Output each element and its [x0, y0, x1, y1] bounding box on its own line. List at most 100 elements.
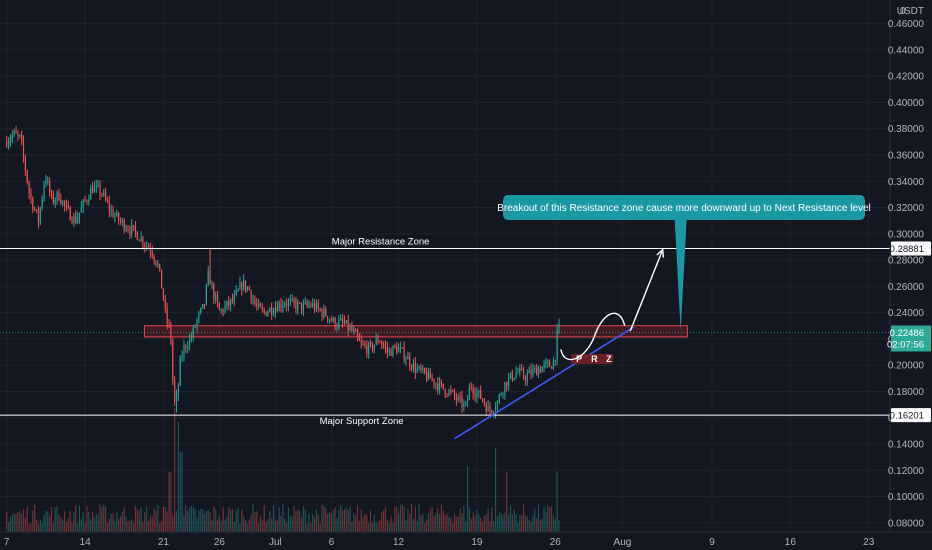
price-tick-label: 0.18000: [888, 387, 925, 398]
price-tick-label: 0.40000: [888, 98, 925, 109]
candle-body: [386, 347, 388, 352]
volume-bar: [369, 510, 372, 532]
prz-box[interactable]: [571, 354, 614, 365]
candle-body: [77, 217, 79, 224]
candle-body: [396, 346, 398, 353]
price-axis[interactable]: 0.46000 0.44000 0.42000 0.40000 0.38000 0.360…: [887, 0, 932, 550]
volume-bar: [541, 518, 543, 532]
volume-bar: [19, 511, 21, 532]
volume-bar: [155, 510, 157, 532]
candle-body: [22, 141, 25, 157]
volume-bar: [254, 512, 256, 532]
candle-body: [105, 192, 107, 200]
volume-bar: [334, 507, 336, 532]
support-price-tag[interactable]: 0.16201: [890, 408, 931, 423]
resistance-zone[interactable]: [143, 325, 688, 338]
candle-body: [541, 367, 543, 373]
candle-body: [375, 338, 377, 345]
candle-body: [110, 209, 112, 211]
candle-body: [545, 361, 547, 364]
volume-bar: [26, 506, 28, 532]
volume-bar: [69, 510, 71, 532]
candle-body: [114, 215, 116, 218]
volume-bar: [65, 522, 68, 532]
volume-bar: [101, 507, 103, 532]
candle-body: [235, 290, 237, 296]
candle-body: [75, 216, 77, 224]
volume-bar: [425, 519, 428, 532]
candle-body: [511, 372, 513, 380]
candle-body: [286, 304, 288, 306]
trendline[interactable]: [454, 326, 635, 440]
candle-body: [534, 367, 536, 370]
price-tick-label: 0.42000: [888, 72, 925, 83]
candle-body: [65, 205, 68, 207]
horizontal-levels[interactable]: Major Resistance Zone Major Support Zone: [0, 237, 890, 428]
time-tick-label: Aug: [614, 537, 632, 548]
resistance-zone-box[interactable]: [143, 325, 688, 338]
candle-body: [198, 312, 200, 320]
time-tick-label: 14: [80, 537, 92, 548]
projection-arrow[interactable]: [629, 249, 664, 332]
volume-bar: [411, 504, 413, 532]
callout-box[interactable]: [503, 195, 865, 220]
volume-bar: [530, 521, 532, 532]
volume-bar: [34, 504, 36, 532]
volume-bar: [511, 514, 513, 532]
callout-pointer: [674, 219, 687, 332]
volume-bar: [470, 518, 472, 532]
volume-bar: [466, 466, 469, 532]
volume-bar: [215, 509, 217, 532]
candle-body: [418, 366, 420, 369]
candle-body: [498, 394, 500, 402]
arrow-head: [656, 248, 665, 258]
volume-bar: [468, 507, 471, 532]
candle-body: [526, 373, 528, 381]
volume-bar: [9, 516, 12, 532]
candle-body: [224, 305, 226, 313]
candle-body: [69, 207, 71, 221]
candle-body: [319, 308, 321, 311]
prz-letter: R: [591, 354, 598, 364]
volume-bar: [127, 521, 129, 532]
candle-body: [103, 192, 105, 195]
candle-body: [84, 200, 86, 202]
candle-body: [394, 345, 396, 347]
candle-body: [338, 320, 340, 327]
candle-body: [39, 207, 41, 223]
candle-body: [399, 347, 401, 349]
volume-bar: [534, 508, 536, 532]
volume-bar: [319, 523, 321, 532]
volume-bar: [80, 519, 82, 532]
candle-body: [383, 344, 385, 346]
volume-bar: [123, 507, 125, 532]
resistance-price-tag-bg: [891, 241, 931, 256]
volume-bar: [118, 519, 120, 532]
candle-body: [144, 245, 146, 247]
volume-bar: [71, 522, 73, 532]
candle-body: [45, 180, 47, 185]
time-axis[interactable]: 7 14 21 26 Jul 6 12 19 26 Aug 9 16 23: [0, 531, 932, 550]
volume-bar: [82, 511, 84, 532]
candle-body: [78, 212, 81, 218]
time-tick-label: 23: [863, 537, 875, 548]
candle-body: [8, 142, 10, 147]
volume-bar: [383, 510, 385, 532]
candle-body: [73, 216, 75, 223]
volume-bar: [146, 506, 148, 532]
candle-body: [43, 184, 45, 198]
resistance-price-tag[interactable]: 0.28881: [890, 241, 931, 256]
candle-body: [439, 381, 441, 390]
volume-bar: [99, 504, 101, 532]
candle-body: [237, 289, 239, 291]
candle-body: [248, 287, 250, 291]
volume-bar: [203, 513, 206, 532]
candle-body: [274, 307, 276, 313]
candle-body: [50, 192, 53, 195]
projection-curve[interactable]: [560, 312, 626, 361]
annotations[interactable]: P R Z Breakout of this Resistance zone caus…: [454, 195, 871, 440]
time-tick-label: 6: [329, 537, 335, 548]
candle-body: [280, 302, 282, 308]
